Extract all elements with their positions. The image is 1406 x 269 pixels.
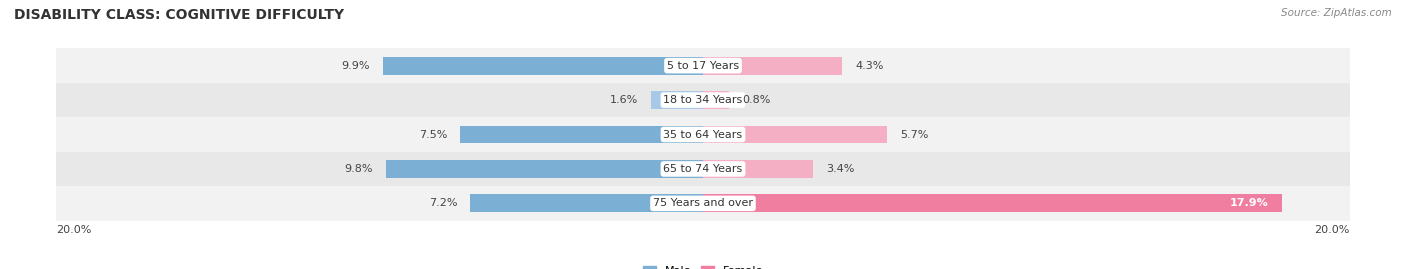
Text: 35 to 64 Years: 35 to 64 Years: [664, 129, 742, 140]
Bar: [56, 83, 1350, 117]
Text: 9.9%: 9.9%: [342, 61, 370, 71]
Text: 5 to 17 Years: 5 to 17 Years: [666, 61, 740, 71]
Bar: [56, 117, 1350, 152]
Text: 7.2%: 7.2%: [429, 198, 457, 208]
Text: 0.8%: 0.8%: [742, 95, 770, 105]
Text: DISABILITY CLASS: COGNITIVE DIFFICULTY: DISABILITY CLASS: COGNITIVE DIFFICULTY: [14, 8, 344, 22]
Bar: [470, 194, 703, 212]
Bar: [387, 160, 703, 178]
Text: 20.0%: 20.0%: [56, 225, 91, 235]
Text: 7.5%: 7.5%: [419, 129, 447, 140]
Legend: Male, Female: Male, Female: [638, 261, 768, 269]
Bar: [703, 126, 887, 143]
Text: 4.3%: 4.3%: [855, 61, 883, 71]
Text: 18 to 34 Years: 18 to 34 Years: [664, 95, 742, 105]
Bar: [703, 194, 1282, 212]
Bar: [461, 126, 703, 143]
Bar: [56, 152, 1350, 186]
Bar: [56, 186, 1350, 221]
Bar: [703, 91, 728, 109]
Text: 65 to 74 Years: 65 to 74 Years: [664, 164, 742, 174]
Bar: [382, 57, 703, 75]
Text: 1.6%: 1.6%: [610, 95, 638, 105]
Text: 3.4%: 3.4%: [825, 164, 855, 174]
Bar: [56, 48, 1350, 83]
Text: 17.9%: 17.9%: [1230, 198, 1268, 208]
Text: 5.7%: 5.7%: [900, 129, 928, 140]
Bar: [703, 160, 813, 178]
Bar: [703, 57, 842, 75]
Text: 75 Years and over: 75 Years and over: [652, 198, 754, 208]
Text: 20.0%: 20.0%: [1315, 225, 1350, 235]
Text: Source: ZipAtlas.com: Source: ZipAtlas.com: [1281, 8, 1392, 18]
Text: 9.8%: 9.8%: [344, 164, 373, 174]
Bar: [651, 91, 703, 109]
